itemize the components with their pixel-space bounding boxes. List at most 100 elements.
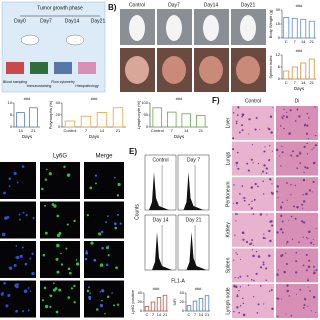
y-axis-label: Body Weight (g): [268, 9, 273, 38]
cell: [15, 285, 19, 289]
nucleus: [266, 214, 268, 216]
nucleus: [286, 182, 288, 184]
cell: [95, 308, 99, 311]
group-label: Day14: [204, 2, 219, 8]
cell: [23, 289, 28, 294]
nucleus: [268, 229, 271, 233]
nucleus: [241, 129, 244, 132]
histology-image: [232, 141, 274, 176]
nucleus: [246, 275, 249, 277]
cell: [0, 292, 4, 296]
nucleus: [242, 313, 246, 317]
column-label: Control: [245, 98, 261, 104]
nucleus: [285, 262, 288, 266]
nucleus: [259, 284, 262, 287]
nucleus: [233, 184, 235, 186]
nucleus: [237, 277, 240, 279]
organ: [125, 56, 149, 84]
nucleus: [299, 152, 302, 155]
group-label: Day7: [168, 2, 180, 8]
nucleus: [268, 254, 271, 257]
stain-icon: [30, 62, 48, 74]
nucleus: [236, 306, 239, 309]
y-tick-label: 0: [10, 124, 13, 129]
nucleus: [301, 203, 304, 206]
nucleus: [257, 303, 260, 306]
nucleus: [268, 159, 270, 162]
cell: [116, 194, 120, 197]
nucleus: [236, 213, 238, 215]
bar: [195, 115, 206, 128]
nucleus: [315, 134, 317, 137]
cell: [76, 263, 79, 266]
cell: [60, 263, 64, 266]
nucleus: [238, 131, 241, 134]
nucleus: [302, 194, 304, 196]
mouse: [129, 15, 145, 41]
cell: [89, 292, 91, 295]
group-label: Day21: [241, 2, 256, 8]
nucleus: [262, 180, 265, 183]
x-tick-label: C: [285, 80, 288, 85]
nucleus: [269, 115, 273, 118]
nucleus: [290, 154, 293, 157]
y-tick-label: 100: [141, 100, 148, 105]
fluorescence-image: [84, 162, 124, 199]
cell: [55, 310, 59, 314]
nucleus: [290, 215, 293, 218]
cell: [46, 168, 48, 171]
day-label: Day14: [65, 18, 80, 24]
nucleus: [265, 267, 268, 270]
cell: [44, 178, 48, 181]
cell: [19, 254, 23, 258]
x-tick-label: Control: [64, 128, 77, 133]
nucleus: [313, 147, 315, 149]
bar: [300, 18, 307, 39]
nucleus: [263, 150, 266, 153]
nucleus: [247, 169, 250, 172]
cell: [29, 257, 32, 260]
nucleus: [249, 243, 252, 246]
cell: [66, 173, 71, 177]
cell: [8, 266, 13, 270]
nucleus: [277, 269, 280, 271]
nucleus: [310, 310, 312, 312]
cell: [15, 256, 18, 259]
nucleus: [253, 296, 255, 298]
nucleus: [254, 182, 257, 186]
mouse: [240, 15, 256, 41]
y-tick-label: 30: [276, 7, 281, 12]
x-tick-label: 21: [116, 128, 121, 133]
nucleus: [311, 191, 313, 193]
nucleus: [270, 131, 273, 134]
cell: [87, 286, 90, 289]
cell: [66, 223, 69, 226]
histogram-curve: [186, 232, 207, 270]
y-tick-label: 5: [10, 112, 13, 117]
nucleus: [248, 133, 250, 135]
cell: [65, 247, 68, 250]
cell: [43, 204, 46, 207]
histology-image: [276, 106, 318, 140]
cell: [21, 246, 24, 249]
y-tick-label: 20: [180, 299, 185, 304]
nucleus: [253, 198, 256, 201]
cell: [3, 233, 6, 236]
cell: [25, 213, 28, 217]
y-tick-label: 0: [58, 124, 61, 129]
cell: [8, 185, 11, 188]
nucleus: [236, 253, 238, 256]
nucleus: [259, 266, 263, 269]
cell: [95, 182, 97, 185]
cell: [24, 262, 28, 266]
nucleus: [312, 296, 316, 299]
nucleus: [241, 124, 244, 127]
nucleus: [236, 122, 238, 124]
y-axis-label: Spleen index: [268, 55, 273, 78]
organ-label: Kidney: [225, 222, 231, 238]
nucleus: [251, 186, 254, 188]
x-tick-label: 7: [294, 39, 297, 44]
x-tick-label: 14: [184, 128, 189, 133]
x-tick-label: C: [188, 312, 191, 317]
nucleus: [288, 132, 291, 135]
